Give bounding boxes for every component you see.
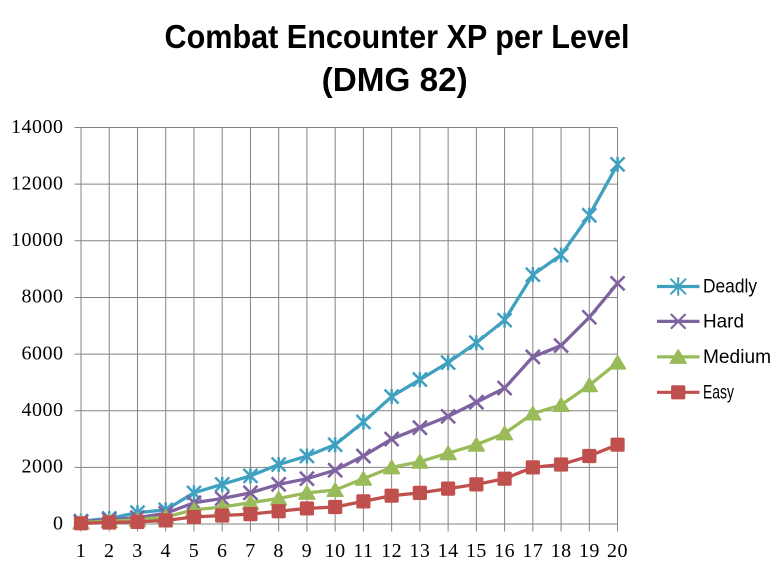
svg-text:5: 5 bbox=[189, 540, 200, 562]
svg-text:19: 19 bbox=[579, 540, 600, 562]
svg-text:8000: 8000 bbox=[22, 286, 64, 308]
svg-text:9: 9 bbox=[302, 540, 313, 562]
svg-text:12000: 12000 bbox=[11, 172, 64, 194]
svg-text:10000: 10000 bbox=[11, 229, 64, 251]
svg-text:Medium: Medium bbox=[703, 346, 771, 368]
svg-text:4: 4 bbox=[160, 540, 171, 562]
svg-text:(DMG 82): (DMG 82) bbox=[322, 61, 468, 98]
svg-text:3: 3 bbox=[132, 540, 143, 562]
svg-text:11: 11 bbox=[353, 540, 373, 562]
svg-text:0: 0 bbox=[53, 512, 64, 534]
svg-text:Deadly: Deadly bbox=[703, 276, 757, 298]
svg-text:Hard: Hard bbox=[703, 310, 744, 332]
svg-text:18: 18 bbox=[551, 540, 572, 562]
svg-text:2: 2 bbox=[104, 540, 115, 562]
svg-text:6000: 6000 bbox=[22, 342, 64, 364]
svg-text:14: 14 bbox=[438, 540, 459, 562]
svg-text:16: 16 bbox=[494, 540, 515, 562]
svg-text:7: 7 bbox=[245, 540, 256, 562]
svg-text:4000: 4000 bbox=[22, 399, 64, 421]
svg-text:Combat Encounter XP per Level: Combat Encounter XP per Level bbox=[165, 18, 630, 55]
svg-text:10: 10 bbox=[325, 540, 346, 562]
svg-text:12: 12 bbox=[381, 540, 402, 562]
svg-text:6: 6 bbox=[217, 540, 228, 562]
svg-text:8: 8 bbox=[273, 540, 284, 562]
svg-text:2000: 2000 bbox=[22, 456, 64, 478]
svg-text:20: 20 bbox=[607, 540, 628, 562]
svg-text:13: 13 bbox=[409, 540, 430, 562]
svg-text:17: 17 bbox=[522, 540, 543, 562]
svg-text:1: 1 bbox=[76, 540, 87, 562]
svg-text:15: 15 bbox=[466, 540, 487, 562]
svg-text:14000: 14000 bbox=[11, 116, 64, 138]
svg-text:Easy: Easy bbox=[703, 381, 734, 403]
